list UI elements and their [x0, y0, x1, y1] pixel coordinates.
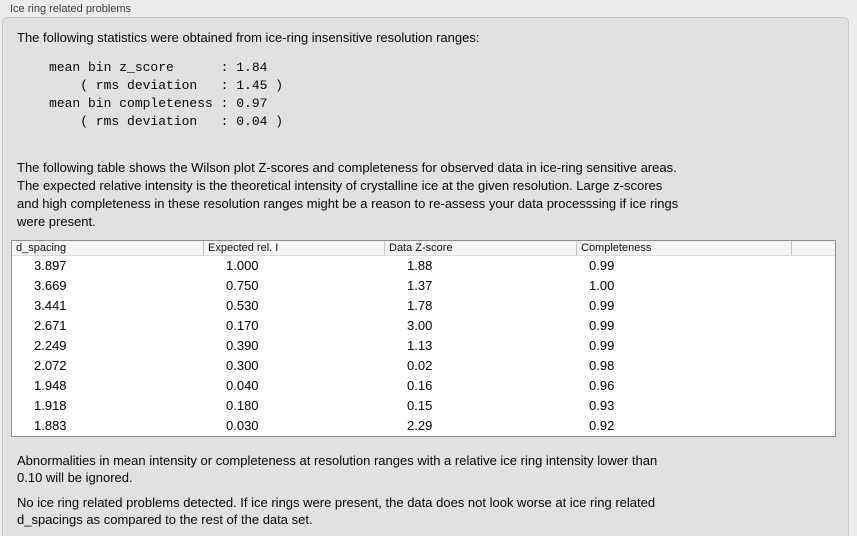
- table-row[interactable]: 1.883 0.030 2.29 0.92: [12, 416, 835, 436]
- ignore-threshold-note: Abnormalities in mean intensity or compl…: [17, 453, 658, 485]
- group-box-title: Ice ring related problems: [10, 3, 132, 15]
- stats-intro-text: The following statistics were obtained f…: [17, 30, 480, 45]
- table-cell: 0.530: [226, 298, 259, 313]
- table-cell: 0.02: [407, 358, 433, 373]
- table-row[interactable]: 1.948 0.040 0.16 0.96: [12, 376, 835, 396]
- table-header-row: d_spacing Expected rel. I Data Z-score Comp…: [12, 241, 835, 256]
- table-cell: 1.13: [407, 338, 433, 353]
- column-header-expected-rel-i[interactable]: Expected rel. I: [204, 241, 385, 255]
- table-row[interactable]: 2.249 0.390 1.13 0.99: [12, 336, 835, 356]
- table-cell: 0.99: [589, 258, 615, 273]
- conclusion-text: No ice ring related problems detected. I…: [17, 495, 656, 527]
- table-cell: 1.918: [34, 398, 67, 413]
- table-row[interactable]: 2.072 0.300 0.02 0.98: [12, 356, 835, 376]
- ice-ring-group-box: The following statistics were obtained f…: [2, 17, 849, 536]
- table-cell: 3.897: [34, 258, 67, 273]
- table-description-text: The following table shows the Wilson plo…: [17, 160, 679, 229]
- table-cell: 1.948: [34, 378, 67, 393]
- table-cell: 2.29: [407, 418, 433, 433]
- table-cell: 3.669: [34, 278, 67, 293]
- table-cell: 2.072: [34, 358, 67, 373]
- table-cell: 1.000: [226, 258, 259, 273]
- table-row[interactable]: 1.918 0.180 0.15 0.93: [12, 396, 835, 416]
- column-header-d-spacing[interactable]: d_spacing: [12, 241, 204, 255]
- table-row[interactable]: 3.669 0.750 1.37 1.00: [12, 276, 835, 296]
- table-row[interactable]: 3.897 1.000 1.88 0.99: [12, 256, 835, 276]
- table-cell: 0.16: [407, 378, 433, 393]
- table-cell: 0.15: [407, 398, 433, 413]
- table-cell: 0.390: [226, 338, 259, 353]
- table-body: 3.897 1.000 1.88 0.99 3.669 0.750 1.37 1.00 3.44…: [12, 256, 835, 436]
- table-cell: 1.37: [407, 278, 433, 293]
- table-cell: 0.96: [589, 378, 615, 393]
- table-cell: 0.99: [589, 338, 615, 353]
- table-cell: 0.180: [226, 398, 259, 413]
- table-cell: 3.00: [407, 318, 433, 333]
- table-cell: 0.99: [589, 318, 615, 333]
- table-cell: 2.671: [34, 318, 67, 333]
- table-cell: 0.040: [226, 378, 259, 393]
- table-cell: 0.170: [226, 318, 259, 333]
- table-cell: 0.98: [589, 358, 615, 373]
- table-cell: 3.441: [34, 298, 67, 313]
- table-row[interactable]: 3.441 0.530 1.78 0.99: [12, 296, 835, 316]
- column-header-spacer: [792, 241, 835, 255]
- table-cell: 0.93: [589, 398, 615, 413]
- table-cell: 1.883: [34, 418, 67, 433]
- stats-block: mean bin z_score : 1.84 ( rms deviation …: [49, 60, 284, 129]
- table-cell: 0.92: [589, 418, 615, 433]
- table-cell: 1.78: [407, 298, 433, 313]
- table-cell: 0.750: [226, 278, 259, 293]
- table-cell: 1.00: [589, 278, 615, 293]
- table-cell: 1.88: [407, 258, 433, 273]
- column-header-completeness[interactable]: Completeness: [577, 241, 792, 255]
- table-cell: 2.249: [34, 338, 67, 353]
- table-cell: 0.300: [226, 358, 259, 373]
- column-header-data-z-score[interactable]: Data Z-score: [385, 241, 577, 255]
- table-cell: 0.030: [226, 418, 259, 433]
- table-row[interactable]: 2.671 0.170 3.00 0.99: [12, 316, 835, 336]
- ice-ring-table: d_spacing Expected rel. I Data Z-score Comp…: [11, 240, 836, 437]
- table-cell: 0.99: [589, 298, 615, 313]
